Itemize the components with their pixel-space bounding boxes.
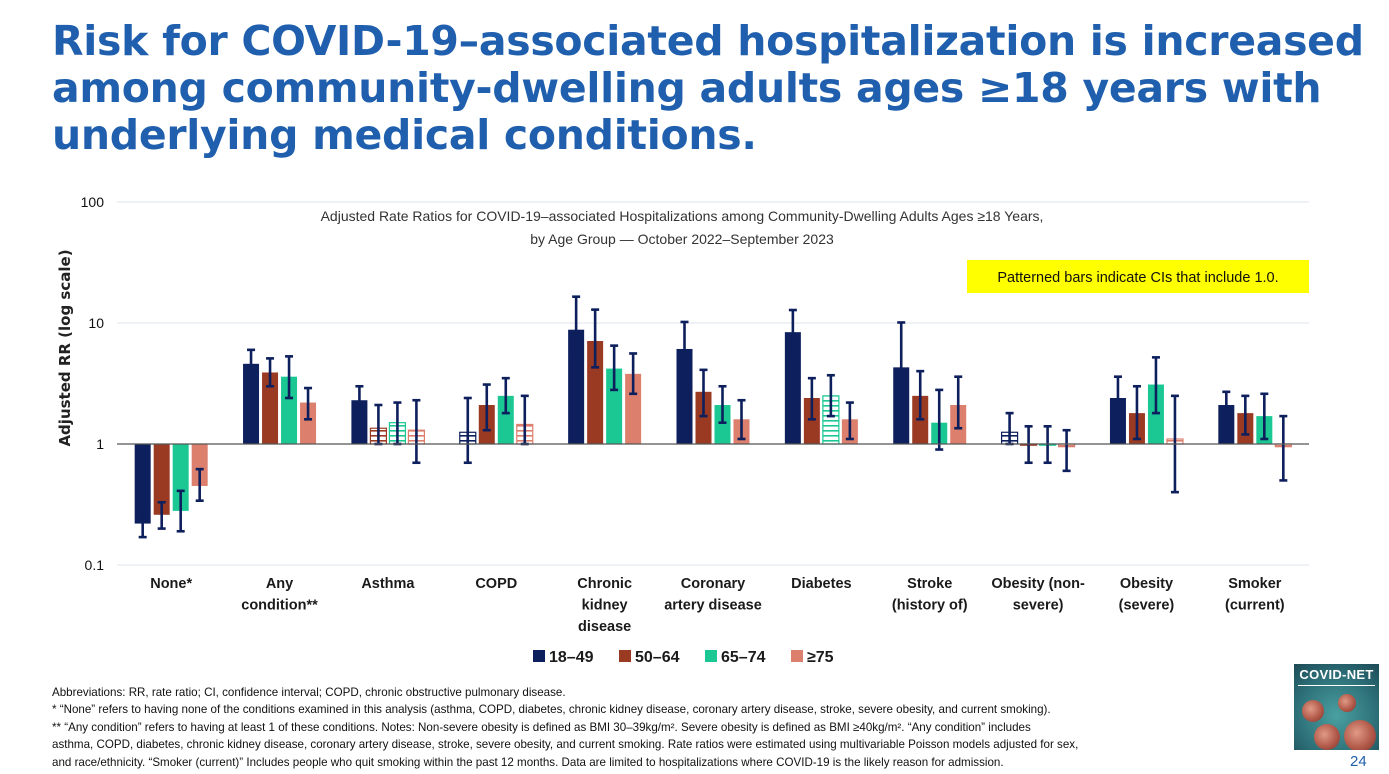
covid-net-logo: COVID-NET [1294,664,1379,750]
bar-1849-6 [784,332,801,444]
category-label: Asthma [361,576,415,592]
legend-swatch [619,650,631,662]
legend-label: 18–49 [549,649,594,666]
chart-title: Adjusted Rate Ratios for COVID-19–associ… [321,208,1044,224]
covid-net-logo-label: COVID-NET [1299,667,1374,682]
footnote-abbreviations: Abbreviations: RR, rate ratio; CI, confi… [52,686,566,699]
y-tick-label: 100 [81,194,105,210]
bar-1849-2 [351,400,368,444]
footnotes: Abbreviations: RR, rate ratio; CI, confi… [52,684,1252,771]
y-tick-label: 10 [88,315,104,331]
category-label: None* [150,576,192,592]
category-label: kidney [582,598,628,614]
virus-icon [1302,700,1324,722]
legend-label: ≥75 [807,649,834,666]
y-tick-label: 1 [96,436,104,452]
bar-1849-4 [568,329,585,444]
category-label: Coronary [681,576,745,592]
legend-swatch [791,650,803,662]
bar-1849-5 [676,348,693,444]
bar-6574-5 [714,405,731,444]
footnote-data-limits: and race/ethnicity. “Smoker (current)” I… [52,755,1004,769]
legend-swatch [705,650,717,662]
legend-label: 65–74 [721,649,766,666]
footnote-notes: asthma, COPD, diabetes, chronic kidney d… [52,738,1079,752]
category-label: disease [578,619,631,635]
bar-5064-6 [803,397,820,444]
footnote-none: * “None” refers to having none of the co… [52,703,1051,717]
bar-5064-1 [262,372,279,444]
slide-title: Risk for COVID-19–associated hospitaliza… [52,17,1364,159]
category-label: Any [266,576,293,592]
slide-title-line: underlying medical conditions. [52,111,757,159]
bar-6574-4 [606,368,623,444]
chart-subtitle: by Age Group — October 2022–September 20… [530,231,834,247]
bar-5064-5 [695,391,712,444]
category-label: COPD [475,576,517,592]
logo-divider [1298,685,1375,686]
bar-6574-3 [497,395,514,444]
category-label: Smoker [1228,576,1282,592]
legend-swatch [533,650,545,662]
bar-75-0 [191,444,208,486]
category-label: Chronic [577,576,632,592]
bar-5064-0 [153,444,170,515]
bar-75-4 [625,373,642,444]
y-axis-label: Adjusted RR (log scale) [56,249,74,446]
category-label: condition** [241,598,318,614]
bar-1849-0 [134,444,151,524]
rate-ratio-chart: 0.1 1 10 100 Adjusted RR (log scale) Adjusted… [56,194,1309,666]
category-label: artery disease [664,598,762,614]
legend-label: 50–64 [635,649,680,666]
category-label: (history of) [892,598,968,614]
category-label: Obesity [1120,576,1173,592]
bar-6574-0 [172,444,189,511]
category-label: Diabetes [791,576,851,592]
category-label: (current) [1225,598,1285,614]
category-label: severe) [1013,598,1064,614]
page-number: 24 [1350,753,1367,770]
slide-title-line: Risk for COVID-19–associated hospitaliza… [52,17,1364,65]
bar-75-1 [300,402,317,444]
category-label: Stroke [907,576,952,592]
bar-6574-1 [281,376,298,444]
bar-1849-10 [1218,405,1235,444]
category-label: Obesity (non- [991,576,1085,592]
y-tick-label: 0.1 [85,557,105,573]
virus-icon [1338,694,1356,712]
virus-icon [1344,720,1376,750]
note-text: Patterned bars indicate CIs that include… [997,270,1278,286]
footnote-any-condition: ** “Any condition” refers to having at l… [52,720,1031,734]
category-label: (severe) [1119,598,1175,614]
note-box [967,260,1309,293]
bar-1849-9 [1109,397,1126,444]
slide-title-line: among community-dwelling adults ages ≥18… [52,64,1322,112]
bar-1849-1 [243,363,260,444]
virus-icon [1314,724,1340,750]
